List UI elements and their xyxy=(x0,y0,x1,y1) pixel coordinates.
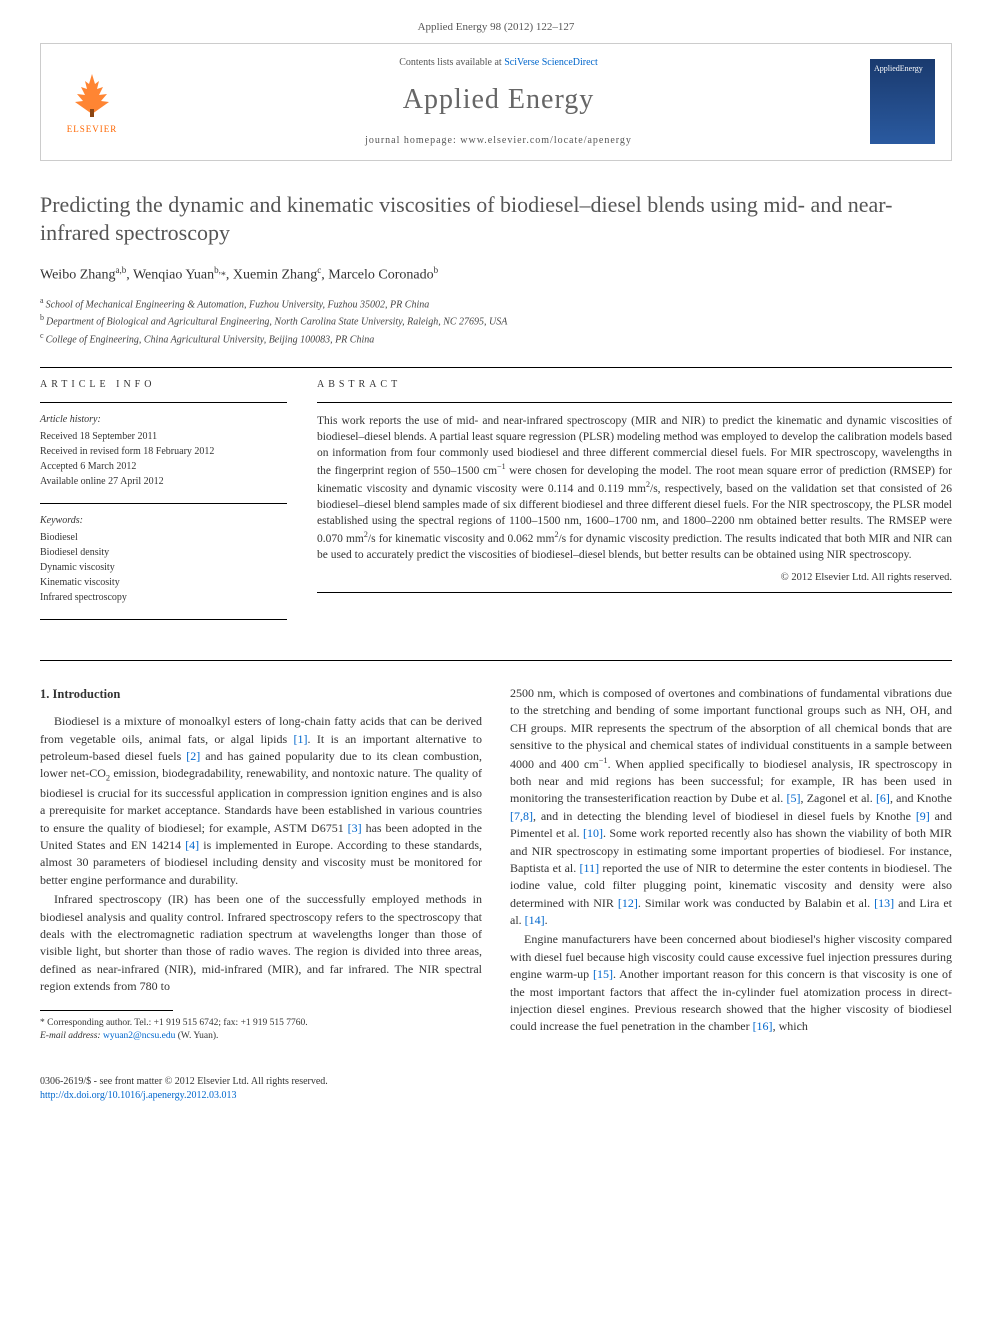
masthead-center: Contents lists available at SciVerse Sci… xyxy=(127,56,870,147)
footer-left: 0306-2619/$ - see front matter © 2012 El… xyxy=(40,1075,328,1103)
history-line: Received 18 September 2011 xyxy=(40,429,287,444)
affiliation: aSchool of Mechanical Engineering & Auto… xyxy=(40,295,952,312)
affiliations: aSchool of Mechanical Engineering & Auto… xyxy=(40,295,952,347)
body-paragraph: Infrared spectroscopy (IR) has been one … xyxy=(40,891,482,995)
divider xyxy=(40,402,287,403)
info-abstract-row: ARTICLE INFO Article history: Received 1… xyxy=(40,378,952,630)
cover-thumb-title: AppliedEnergy xyxy=(874,63,931,74)
history-block: Article history: Received 18 September 2… xyxy=(40,413,287,489)
section-heading: 1. Introduction xyxy=(40,685,482,703)
journal-name: Applied Energy xyxy=(127,80,870,119)
footer-bar: 0306-2619/$ - see front matter © 2012 El… xyxy=(40,1067,952,1103)
article-title: Predicting the dynamic and kinematic vis… xyxy=(40,191,952,248)
copyright-line: © 2012 Elsevier Ltd. All rights reserved… xyxy=(317,571,952,586)
authors: Weibo Zhanga,b, Wenqiao Yuanb,*, Xuemin … xyxy=(40,264,952,285)
divider xyxy=(317,402,952,403)
info-label: ARTICLE INFO xyxy=(40,378,287,392)
doi-link[interactable]: http://dx.doi.org/10.1016/j.apenergy.201… xyxy=(40,1089,328,1103)
keywords-block: Keywords: Biodiesel Biodiesel density Dy… xyxy=(40,514,287,605)
keywords-heading: Keywords: xyxy=(40,514,287,528)
elsevier-tree-icon xyxy=(67,69,117,119)
homepage-line: journal homepage: www.elsevier.com/locat… xyxy=(127,134,870,148)
divider xyxy=(40,367,952,368)
keyword: Biodiesel density xyxy=(40,545,287,560)
affiliation: cCollege of Engineering, China Agricultu… xyxy=(40,330,952,347)
footnote-corr: * Corresponding author. Tel.: +1 919 515… xyxy=(40,1017,482,1030)
abstract-text: This work reports the use of mid- and ne… xyxy=(317,413,952,563)
keyword: Kinematic viscosity xyxy=(40,575,287,590)
body-paragraph: Biodiesel is a mixture of monoalkyl este… xyxy=(40,713,482,889)
email-label: E-mail address: xyxy=(40,1031,101,1041)
journal-cover-thumb: AppliedEnergy xyxy=(870,59,935,144)
footnote-email: E-mail address: wyuan2@ncsu.edu (W. Yuan… xyxy=(40,1030,482,1043)
abstract-label: ABSTRACT xyxy=(317,378,952,392)
history-line: Received in revised form 18 February 201… xyxy=(40,444,287,459)
publisher-name: ELSEVIER xyxy=(67,123,118,136)
masthead: ELSEVIER Contents lists available at Sci… xyxy=(40,43,952,160)
homepage-url[interactable]: www.elsevier.com/locate/apenergy xyxy=(460,135,632,146)
keyword: Infrared spectroscopy xyxy=(40,590,287,605)
abstract-column: ABSTRACT This work reports the use of mi… xyxy=(317,378,952,630)
history-line: Available online 27 April 2012 xyxy=(40,474,287,489)
body-paragraph: Engine manufacturers have been concerned… xyxy=(510,931,952,1035)
article-info-column: ARTICLE INFO Article history: Received 1… xyxy=(40,378,287,630)
keyword: Biodiesel xyxy=(40,530,287,545)
publisher-logo: ELSEVIER xyxy=(57,62,127,142)
divider xyxy=(40,503,287,504)
citation-bar: Applied Energy 98 (2012) 122–127 xyxy=(40,20,952,35)
footnote-separator xyxy=(40,1010,173,1011)
contents-line: Contents lists available at SciVerse Sci… xyxy=(127,56,870,70)
history-heading: Article history: xyxy=(40,413,287,427)
email-name: (W. Yuan). xyxy=(178,1031,219,1041)
homepage-prefix: journal homepage: xyxy=(365,135,460,146)
divider xyxy=(317,592,952,593)
divider xyxy=(40,619,287,620)
history-line: Accepted 6 March 2012 xyxy=(40,459,287,474)
body-paragraph: 2500 nm, which is composed of overtones … xyxy=(510,685,952,929)
keyword: Dynamic viscosity xyxy=(40,560,287,575)
footer-copyright: 0306-2619/$ - see front matter © 2012 El… xyxy=(40,1075,328,1089)
body-text: 1. Introduction Biodiesel is a mixture o… xyxy=(40,685,952,1043)
corresponding-footnote: * Corresponding author. Tel.: +1 919 515… xyxy=(40,1017,482,1044)
scidirect-link[interactable]: SciVerse ScienceDirect xyxy=(504,57,598,68)
affiliation: bDepartment of Biological and Agricultur… xyxy=(40,312,952,329)
divider xyxy=(40,660,952,661)
email-link[interactable]: wyuan2@ncsu.edu xyxy=(103,1031,175,1041)
contents-prefix: Contents lists available at xyxy=(399,57,504,68)
